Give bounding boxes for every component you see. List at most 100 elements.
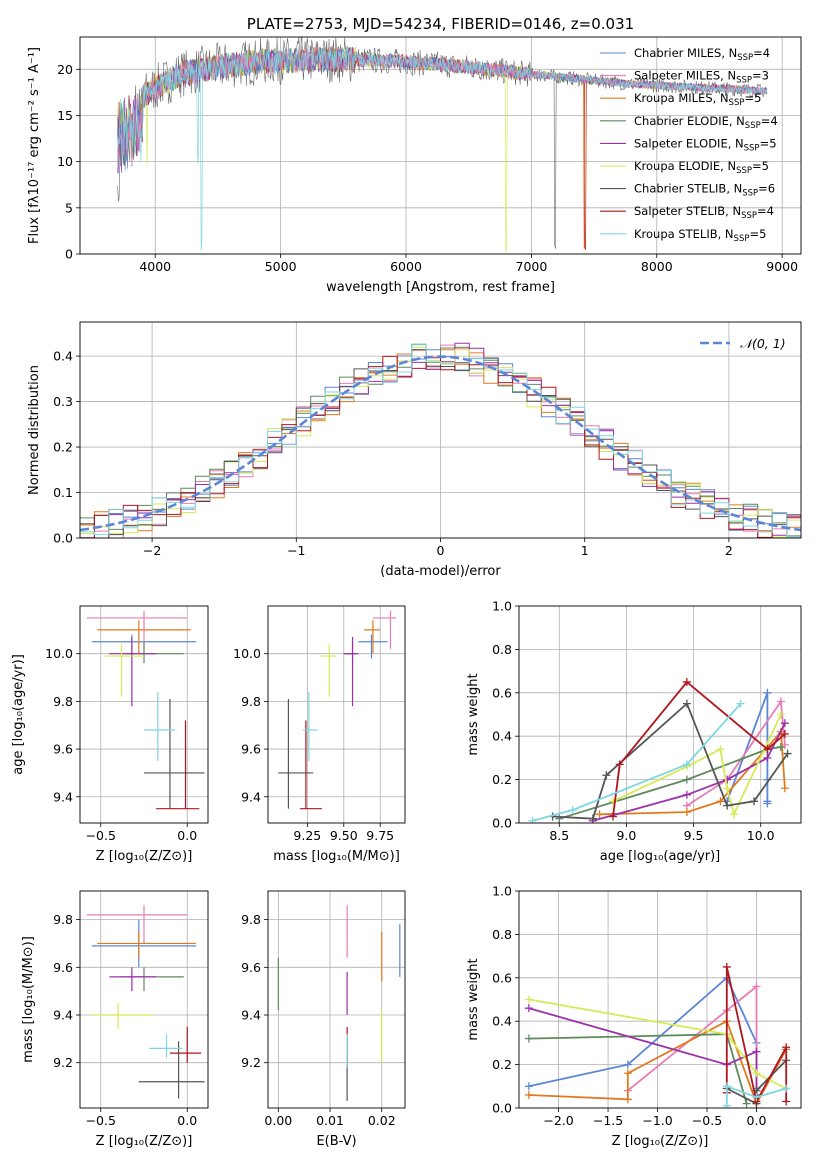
y-tick-label: 10.0	[45, 646, 73, 661]
legend-entry: Salpeter MILES, NSSP=3	[634, 69, 769, 86]
weight-marker	[750, 797, 758, 806]
y-tick-label: 9.8	[241, 694, 261, 709]
x-tick-label: 0.01	[316, 1113, 344, 1128]
weight-marker	[780, 730, 789, 739]
y-tick-label: 5	[65, 200, 73, 215]
age-massweight-panel: 8.5 9.0 9.5 10.0 0.0 0.2 0.4 0.6 0.8 1.0 age [log₁…	[466, 599, 802, 864]
weight-marker	[588, 814, 597, 823]
x-axis-label: Z [log₁₀(Z/Z⊙)]	[96, 849, 193, 864]
axes-frame	[518, 605, 802, 824]
weight-line-kroupa-elodie	[612, 714, 782, 817]
error-point-kroupa-miles	[97, 620, 191, 654]
weight-marker	[742, 1099, 751, 1108]
legend-entry: Kroupa ELODIE, NSSP=5	[634, 159, 769, 176]
mass-age-panel: 9.25 9.50 9.75 9.4 9.6 9.8 10.0 mass [log₁₀(M/M…	[233, 605, 406, 864]
y-tick-label: 0.2	[492, 1057, 512, 1072]
x-tick-label: 8000	[641, 259, 673, 274]
x-tick-label: 9.0	[616, 828, 636, 843]
legend-subscript: SSP	[742, 189, 758, 199]
legend-count: =5	[744, 91, 761, 105]
y-tick-label: 9.4	[53, 1008, 73, 1023]
error-point-kroupa-stelib	[302, 691, 318, 761]
y-tick-label: 9.6	[241, 960, 261, 975]
weight-marker	[682, 677, 691, 686]
histogram-step-chabrier-elodie	[80, 343, 801, 538]
x-tick-label: −2.0	[543, 1113, 573, 1128]
legend-count: =4	[753, 46, 770, 60]
weight-marker	[723, 784, 732, 793]
plot-area	[80, 342, 801, 538]
x-tick-label: 6000	[390, 259, 422, 274]
weight-marker	[752, 1047, 761, 1056]
spectrum-panel: 4000 5000 6000 7000 8000 9000 0 5 10 15 20 waveleng…	[27, 15, 802, 295]
legend-entry: Chabrier ELODIE, NSSP=4	[634, 114, 778, 131]
y-tick-label: 0.8	[492, 642, 512, 657]
y-tick-label: 9.2	[53, 1055, 73, 1070]
weight-marker	[782, 1097, 791, 1106]
x-tick-label: 2	[725, 543, 733, 558]
weight-line-kroupa-elodie	[528, 998, 787, 1090]
x-axis-label: Z [log₁₀(Z/Z⊙)]	[612, 1134, 709, 1149]
error-point-salpeter-elodie	[343, 637, 359, 707]
weight-marker	[752, 982, 761, 991]
error-point-salpeter-stelib	[156, 720, 200, 810]
error-point-kroupa-elodie	[320, 644, 337, 697]
x-axis-label: (data-model)/error	[380, 564, 501, 579]
y-tick-label: 0.3	[53, 394, 73, 409]
x-tick-label: 9.25	[293, 828, 321, 843]
axes-frame	[79, 36, 802, 255]
y-axis-label: mass weight	[466, 958, 481, 1040]
plot-area	[117, 37, 768, 252]
error-point-salpeter-miles	[86, 905, 188, 944]
legend-subscript: SSP	[737, 53, 753, 63]
error-point-chabrier-elodie	[343, 641, 359, 664]
x-tick-label: −1.0	[642, 1113, 672, 1128]
x-tick-label: 0.0	[747, 1113, 767, 1128]
x-tick-label: 9000	[766, 259, 798, 274]
x-tick-label: 0.0	[177, 828, 197, 843]
y-tick-label: 0.4	[492, 729, 512, 744]
y-tick-label: 0.1	[53, 485, 73, 500]
x-tick-label: 4000	[139, 259, 171, 274]
residual-histogram-panel: −2 −1 0 1 2 0.0 0.1 0.2 0.3 0.4 (data-model)/error…	[27, 321, 802, 579]
legend-label: Chabrier ELODIE, N	[634, 114, 745, 128]
weight-marker	[716, 797, 725, 806]
x-axis-label: wavelength [Angstrom, rest frame]	[326, 280, 555, 295]
error-point-kroupa-elodie	[104, 644, 144, 697]
legend-label: Salpeter STELIB, N	[634, 204, 741, 218]
normal-curve	[80, 355, 801, 532]
y-tick-label: 9.2	[241, 1055, 261, 1070]
y-tick-label: 0.8	[492, 927, 512, 942]
y-tick-label: 9.4	[53, 789, 73, 804]
x-tick-label: −1	[287, 543, 305, 558]
legend-entry: Chabrier MILES, NSSP=4	[634, 46, 770, 63]
weight-marker	[723, 775, 732, 784]
y-tick-label: 9.6	[53, 960, 73, 975]
weight-marker	[776, 743, 785, 752]
x-tick-label: 0.02	[368, 1113, 396, 1128]
axes-frame	[79, 890, 209, 1109]
y-tick-label: 9.4	[241, 1008, 261, 1023]
y-tick-label: 0.0	[53, 531, 73, 546]
weight-line-kroupa-miles	[528, 1019, 787, 1106]
weight-marker	[609, 812, 617, 821]
weight-marker	[776, 710, 785, 719]
y-tick-label: 0.0	[492, 1101, 512, 1116]
error-point-kroupa-miles	[364, 620, 381, 654]
error-point-salpeter-stelib	[300, 720, 322, 810]
weight-marker	[602, 771, 611, 780]
plot-area	[86, 905, 205, 1099]
weight-marker	[682, 790, 691, 799]
legend-label: Salpeter MILES, N	[634, 69, 736, 83]
legend-label: Salpeter ELODIE, N	[634, 136, 744, 150]
x-tick-label: 7000	[516, 259, 548, 274]
z-mass-panel: −0.5 0.0 9.2 9.4 9.6 9.8 Z [log₁₀(Z/Z⊙)] mass […	[21, 890, 209, 1149]
error-point-kroupa-elodie	[92, 1003, 153, 1030]
y-axis-label: Normed distribution	[27, 365, 42, 495]
plot-area	[278, 610, 397, 810]
x-tick-label: 8.5	[549, 828, 569, 843]
ebv-mass-panel: 0.00 0.01 0.02 9.2 9.4 9.6 9.8 E(B-V)	[241, 890, 406, 1149]
weight-marker	[524, 995, 533, 1004]
weight-marker	[782, 1084, 791, 1093]
